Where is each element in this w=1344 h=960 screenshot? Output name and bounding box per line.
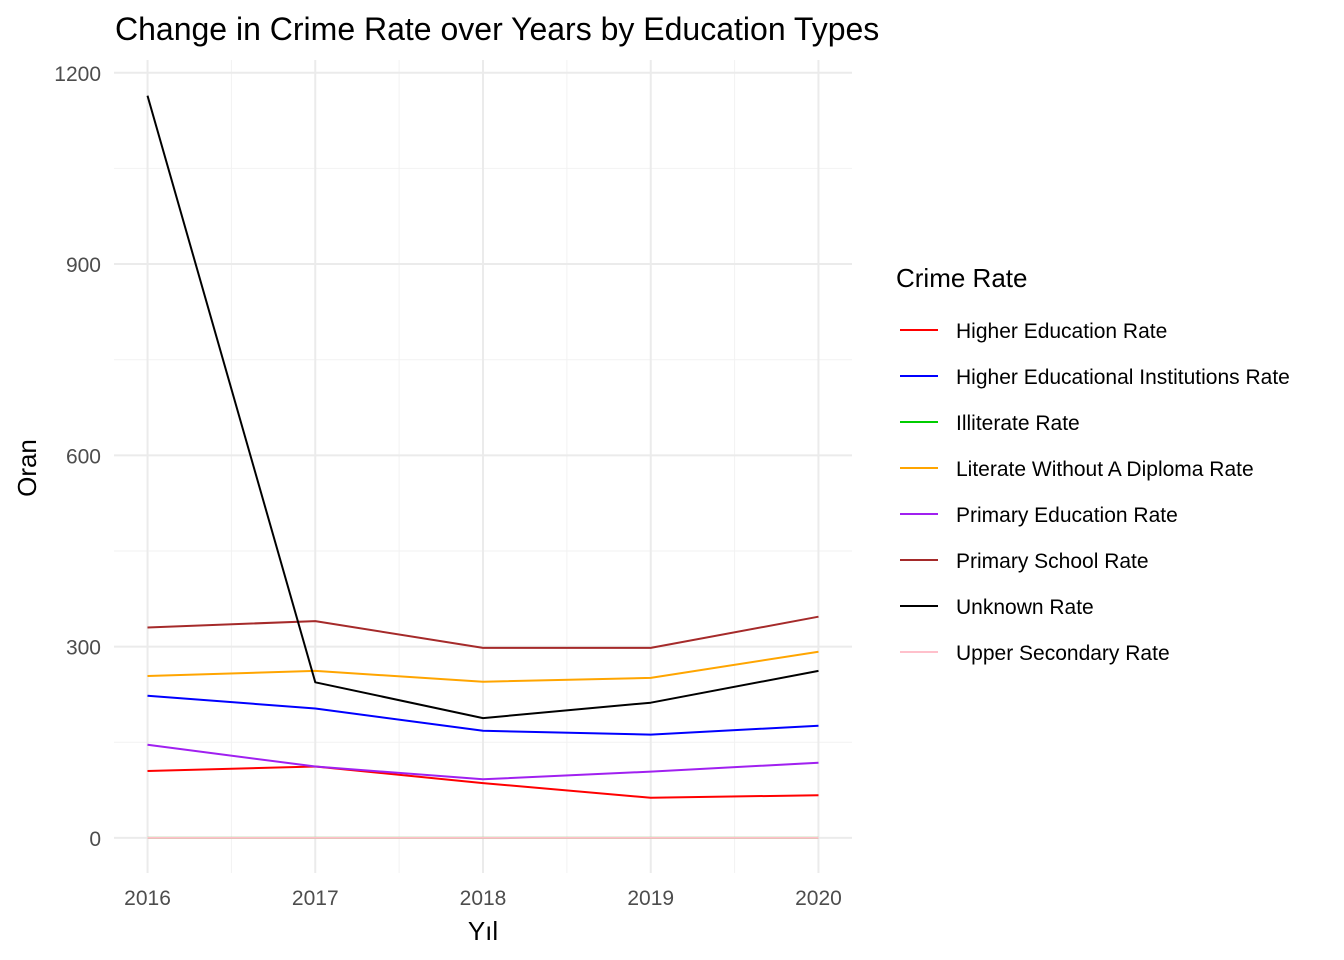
x-tick-label: 2018 bbox=[460, 887, 507, 910]
y-tick-label: 300 bbox=[66, 637, 101, 660]
series-line bbox=[147, 650, 819, 683]
legend-label: Literate Without A Diploma Rate bbox=[956, 458, 1254, 481]
x-tick-label: 2017 bbox=[292, 887, 339, 910]
legend-label: Upper Secondary Rate bbox=[956, 642, 1170, 665]
series-line bbox=[147, 743, 819, 781]
legend: Crime Rate Higher Education Rate Higher E… bbox=[896, 263, 1290, 665]
x-tick-label: 2019 bbox=[627, 887, 674, 910]
legend-label: Higher Educational Institutions Rate bbox=[956, 366, 1290, 389]
x-axis-ticks: 2016 2017 2018 2019 2020 bbox=[124, 887, 842, 910]
legend-label: Unknown Rate bbox=[956, 596, 1094, 619]
y-tick-label: 1200 bbox=[54, 63, 101, 86]
series-line bbox=[147, 694, 819, 736]
x-axis-title: Yıl bbox=[468, 916, 498, 946]
x-tick-label: 2016 bbox=[124, 887, 171, 910]
grid bbox=[114, 60, 852, 873]
legend-label: Primary Education Rate bbox=[956, 504, 1178, 527]
y-tick-label: 600 bbox=[66, 445, 101, 468]
legend-label: Primary School Rate bbox=[956, 550, 1149, 573]
legend-title: Crime Rate bbox=[896, 263, 1027, 293]
y-axis-title: Oran bbox=[12, 439, 42, 497]
x-tick-label: 2020 bbox=[795, 887, 842, 910]
legend-label: Higher Education Rate bbox=[956, 320, 1167, 343]
series-lines bbox=[146, 95, 819, 839]
series-line bbox=[147, 765, 819, 799]
y-tick-label: 900 bbox=[66, 254, 101, 277]
series-line bbox=[147, 615, 819, 649]
series-line bbox=[146, 95, 819, 720]
chart-title: Change in Crime Rate over Years by Educa… bbox=[115, 11, 879, 47]
legend-label: Illiterate Rate bbox=[956, 412, 1080, 435]
y-axis-ticks: 0 300 600 900 1200 bbox=[54, 63, 101, 851]
y-tick-label: 0 bbox=[89, 828, 101, 851]
